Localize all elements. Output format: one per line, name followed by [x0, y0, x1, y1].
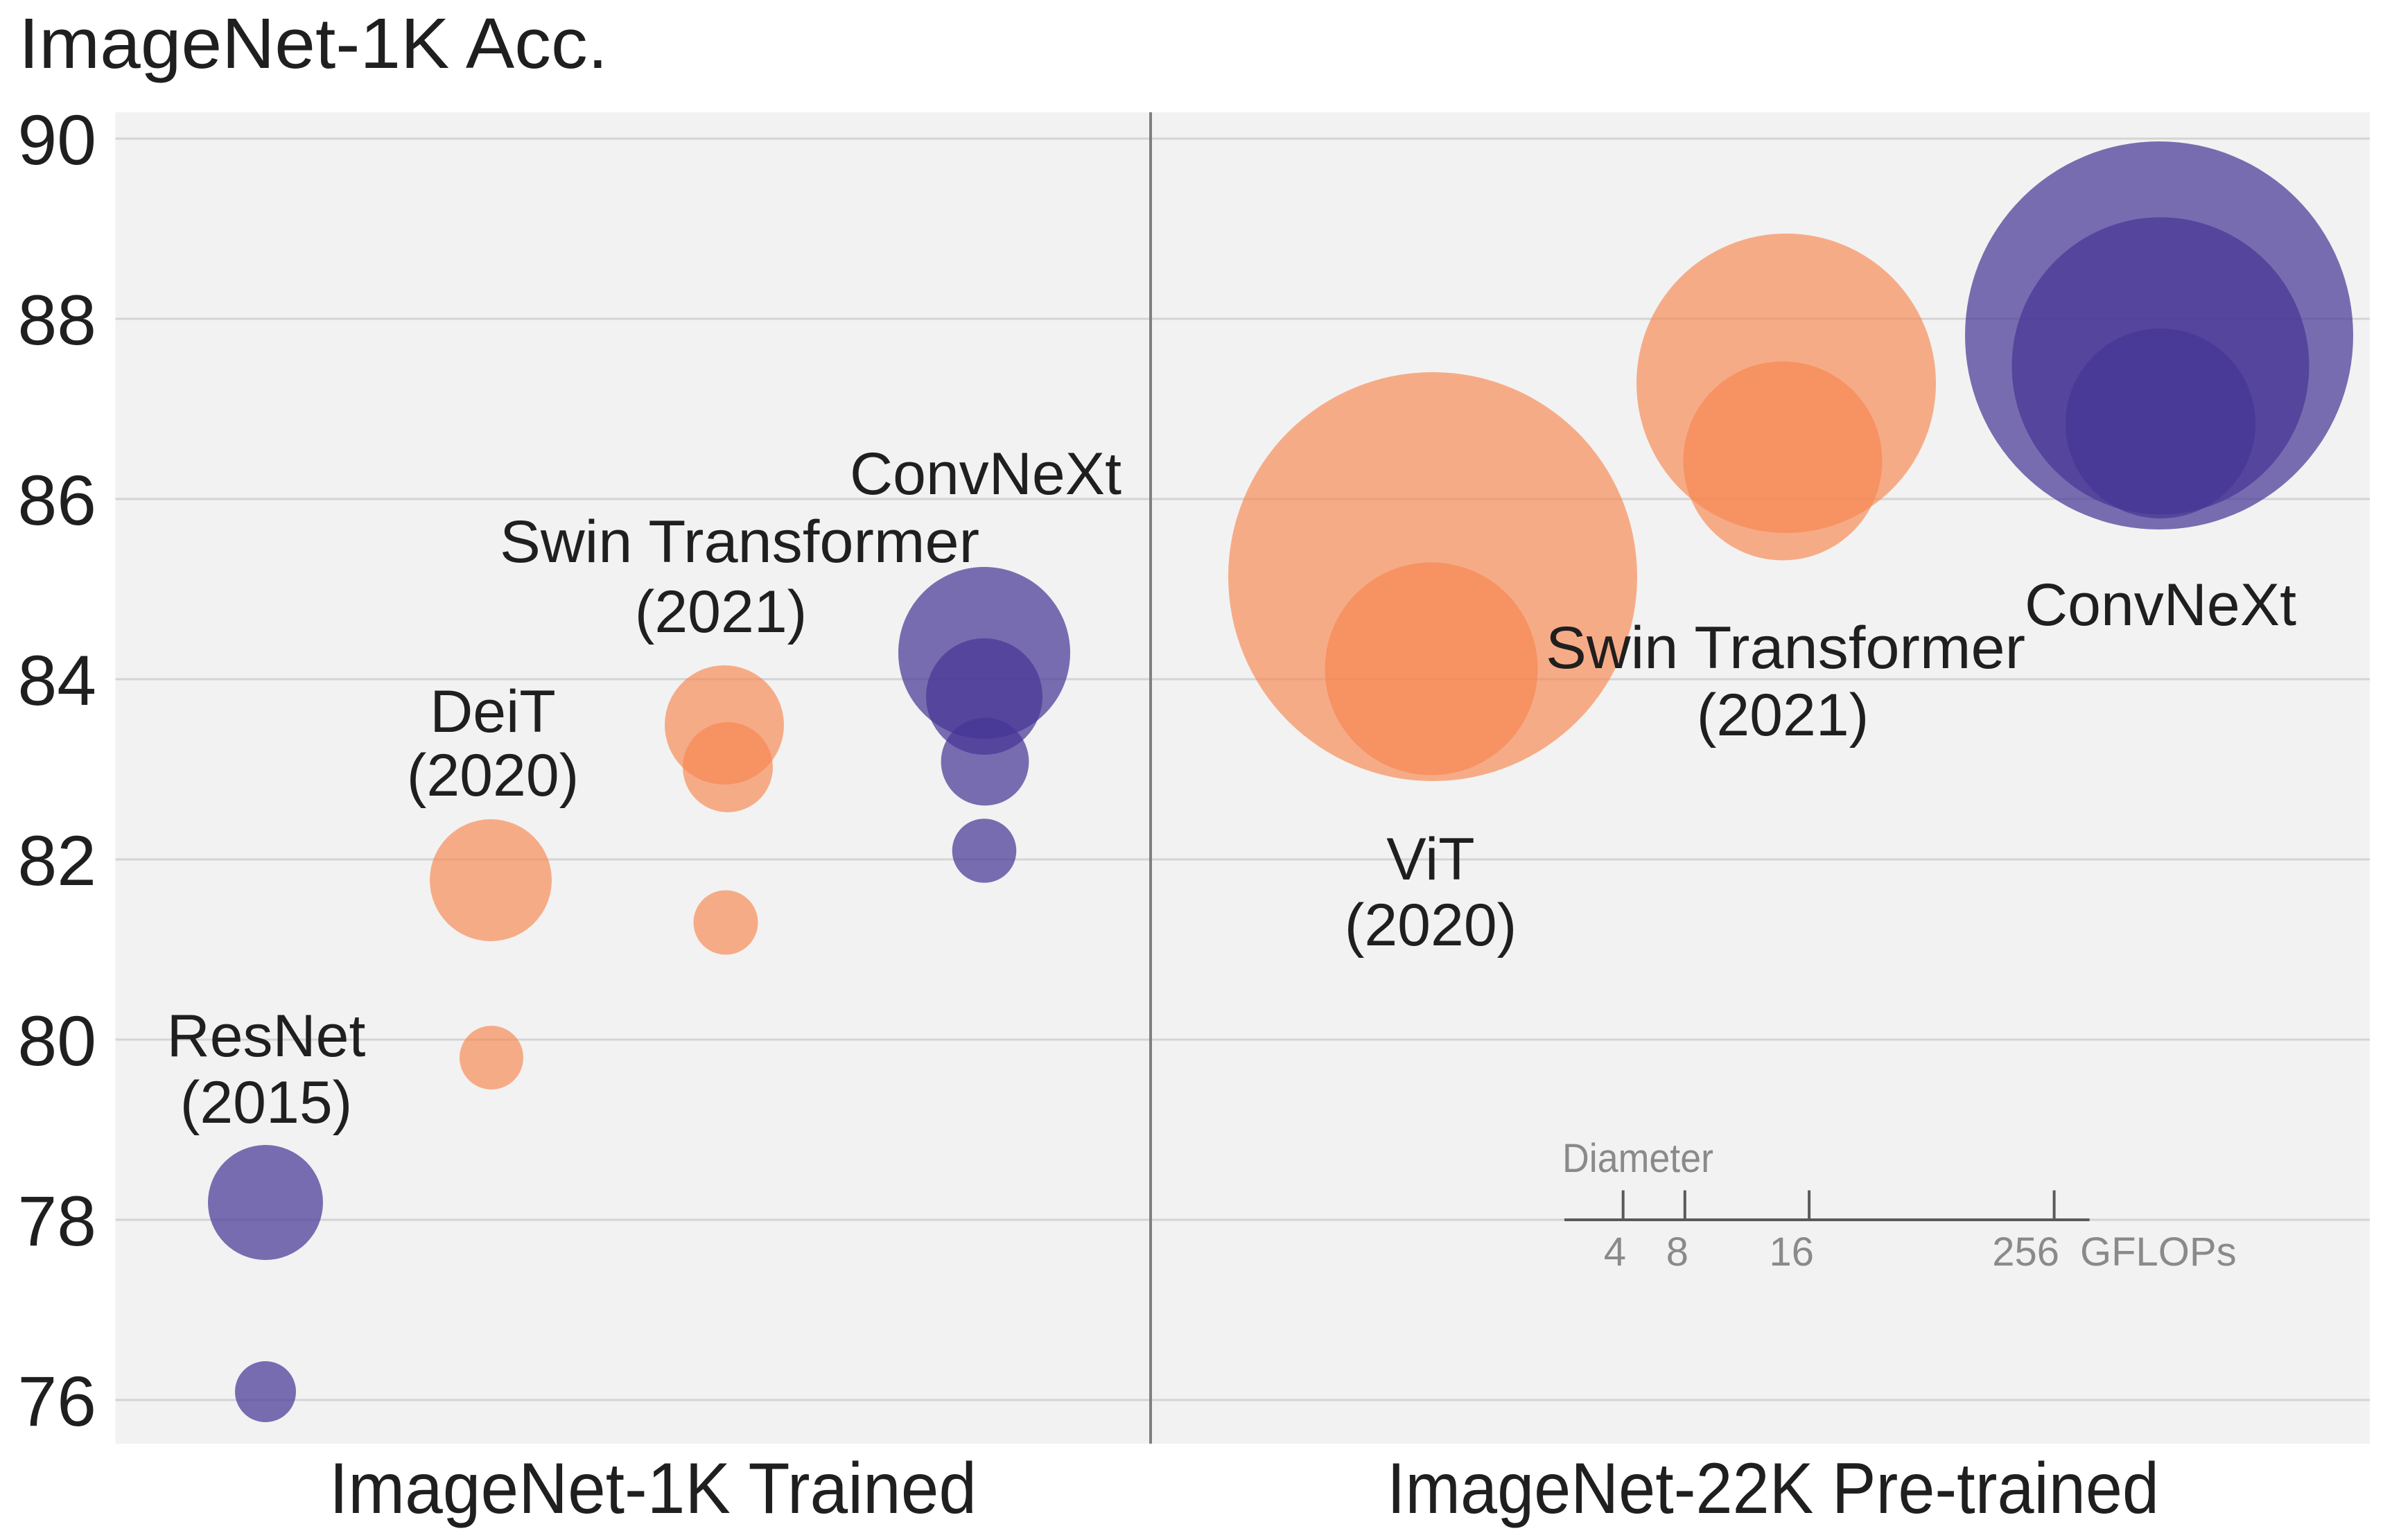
svg-text:76: 76	[18, 1362, 96, 1441]
svg-text:ConvNeXt: ConvNeXt	[2025, 572, 2296, 638]
svg-text:4: 4	[1604, 1230, 1626, 1275]
svg-text:Swin Transformer: Swin Transformer	[500, 509, 979, 575]
svg-text:(2020): (2020)	[1345, 892, 1517, 959]
svg-text:80: 80	[18, 1001, 96, 1080]
svg-text:(2020): (2020)	[407, 742, 579, 809]
svg-text:Swin Transformer: Swin Transformer	[1546, 615, 2025, 681]
svg-text:88: 88	[18, 281, 96, 360]
svg-text:82: 82	[18, 821, 96, 900]
svg-text:DeiT: DeiT	[430, 679, 556, 745]
svg-text:84: 84	[18, 641, 96, 720]
svg-text:GFLOPs: GFLOPs	[2080, 1230, 2237, 1275]
svg-text:Diameter: Diameter	[1562, 1136, 1713, 1181]
svg-text:ViT: ViT	[1386, 826, 1474, 893]
svg-text:ResNet: ResNet	[167, 1003, 366, 1069]
svg-text:(2015): (2015)	[180, 1069, 353, 1136]
svg-text:ImageNet-1K Trained: ImageNet-1K Trained	[329, 1449, 977, 1529]
svg-text:ImageNet-1K Acc.: ImageNet-1K Acc.	[19, 3, 608, 83]
svg-text:256: 256	[1992, 1230, 2059, 1275]
svg-text:ImageNet-22K Pre-trained: ImageNet-22K Pre-trained	[1387, 1449, 2159, 1529]
svg-text:16: 16	[1769, 1230, 1814, 1275]
svg-text:(2021): (2021)	[1697, 682, 1869, 749]
svg-text:(2021): (2021)	[635, 579, 807, 645]
svg-text:78: 78	[18, 1182, 96, 1261]
svg-text:86: 86	[18, 461, 96, 540]
svg-text:ConvNeXt: ConvNeXt	[850, 441, 1121, 507]
svg-text:90: 90	[18, 100, 96, 180]
svg-text:8: 8	[1666, 1230, 1688, 1275]
